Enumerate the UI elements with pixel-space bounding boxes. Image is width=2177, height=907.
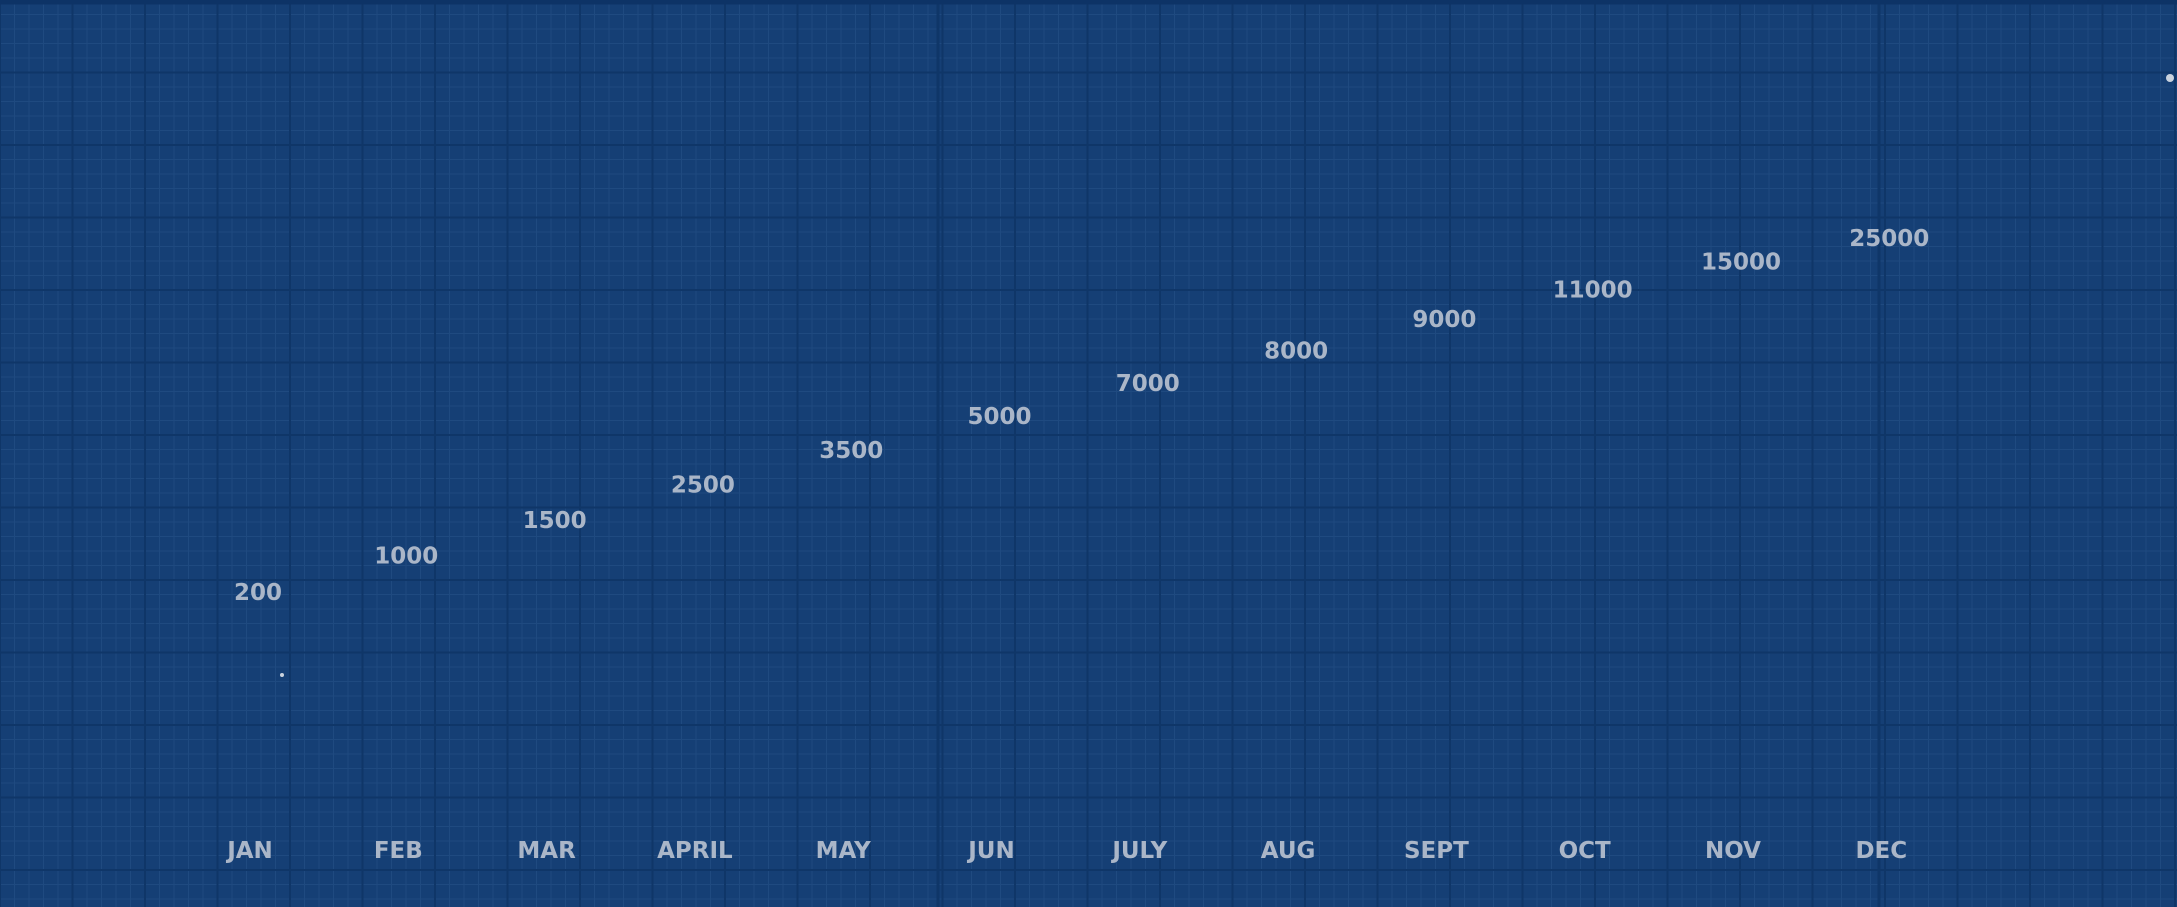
data-label-july: 7000 [1116, 371, 1180, 397]
data-label-jun: 5000 [967, 404, 1031, 430]
category-label-feb: FEB [374, 838, 423, 864]
category-labels: JAN FEB MAR APRIL MAY JUN JULY AUG SEPT OCT NOV DEC [225, 838, 1907, 864]
category-label-july: JULY [1110, 838, 1167, 864]
data-label-sept: 9000 [1412, 307, 1476, 333]
marker-dot-right [2166, 74, 2174, 82]
category-label-nov: NOV [1705, 838, 1761, 864]
data-label-dec: 25000 [1849, 226, 1929, 252]
data-label-oct: 11000 [1553, 277, 1633, 303]
data-label-april: 2500 [671, 473, 735, 499]
data-label-jan: 200 [234, 580, 282, 606]
category-label-may: MAY [816, 838, 871, 864]
category-label-aug: AUG [1261, 838, 1316, 864]
data-label-may: 3500 [819, 438, 883, 464]
category-label-mar: MAR [517, 838, 576, 864]
category-label-oct: OCT [1559, 838, 1611, 864]
category-label-april: APRIL [657, 838, 733, 864]
data-label-aug: 8000 [1264, 338, 1328, 364]
data-label-mar: 1500 [523, 508, 587, 534]
marker-dot-left [280, 673, 284, 677]
category-label-sept: SEPT [1404, 838, 1469, 864]
data-labels: 200 1000 1500 2500 3500 5000 7000 8000 9000 11000… [234, 226, 1929, 606]
category-label-jan: JAN [225, 838, 273, 864]
data-label-nov: 15000 [1701, 249, 1781, 275]
category-label-jun: JUN [966, 838, 1014, 864]
category-label-dec: DEC [1855, 838, 1907, 864]
data-label-feb: 1000 [374, 544, 438, 570]
